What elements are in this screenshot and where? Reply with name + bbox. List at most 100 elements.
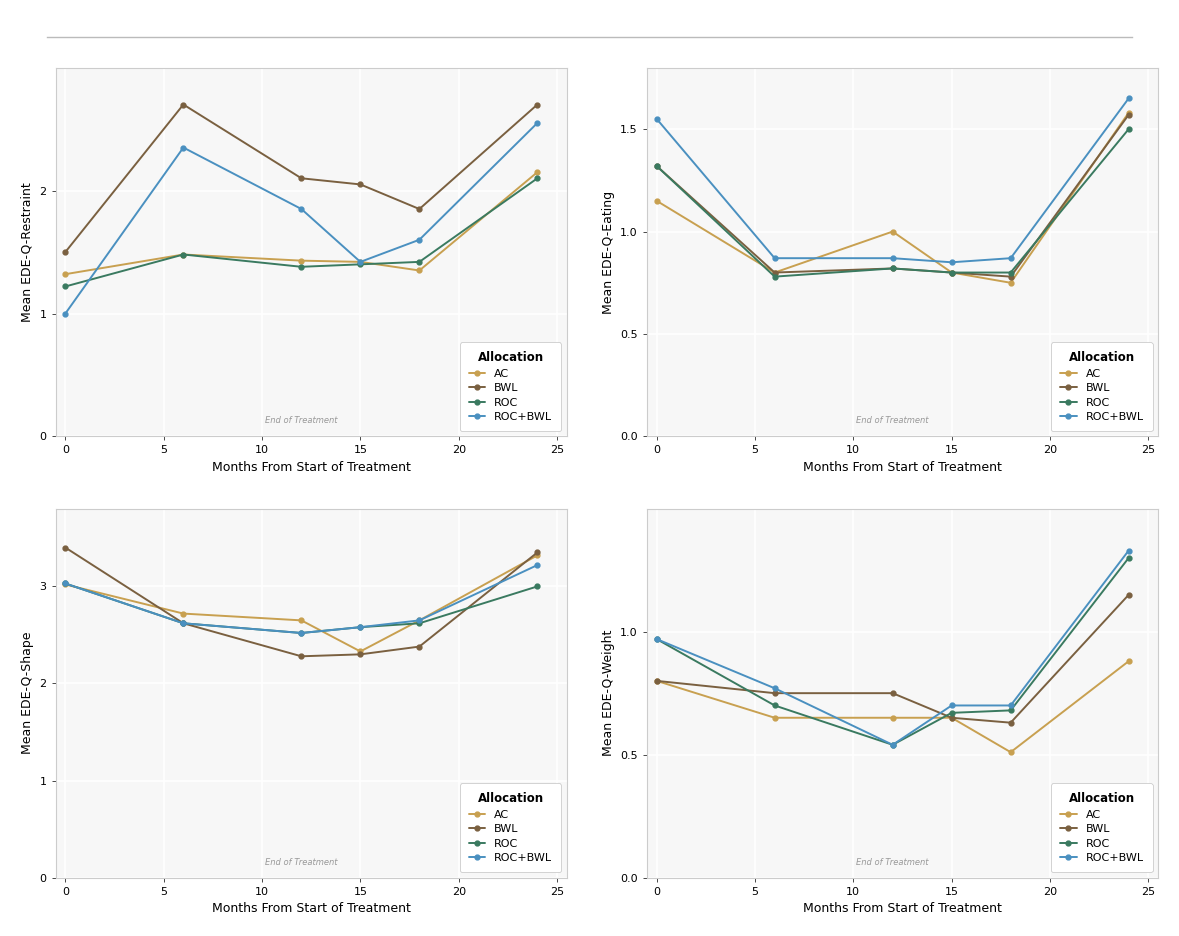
BWL: [944, 267, 959, 278]
BWL: [58, 542, 72, 553]
BWL: [413, 203, 427, 214]
AC: [768, 712, 782, 724]
ROC: [944, 708, 959, 719]
AC: [295, 255, 309, 266]
AC: [177, 249, 191, 260]
Line: ROC+BWL: ROC+BWL: [62, 563, 540, 636]
ROC: [650, 634, 664, 645]
AC: [531, 549, 545, 561]
AC: [354, 646, 368, 657]
Text: End of Treatment: End of Treatment: [265, 417, 337, 425]
BWL: [295, 651, 309, 662]
ROC: [177, 249, 191, 260]
ROC: [1003, 705, 1017, 716]
Line: BWL: BWL: [62, 545, 540, 659]
X-axis label: Months From Start of Treatment: Months From Start of Treatment: [212, 461, 410, 474]
BWL: [768, 688, 782, 699]
ROC: [768, 271, 782, 283]
X-axis label: Months From Start of Treatment: Months From Start of Treatment: [803, 461, 1002, 474]
Line: ROC: ROC: [654, 555, 1131, 747]
ROC: [944, 267, 959, 278]
AC: [1003, 747, 1017, 758]
AC: [295, 615, 309, 626]
AC: [885, 226, 900, 237]
AC: [1121, 107, 1135, 118]
ROC: [58, 281, 72, 292]
Line: BWL: BWL: [62, 102, 540, 255]
BWL: [650, 675, 664, 686]
Line: ROC: ROC: [654, 126, 1131, 279]
Line: ROC+BWL: ROC+BWL: [62, 121, 540, 316]
Legend: AC, BWL, ROC, ROC+BWL: AC, BWL, ROC, ROC+BWL: [1052, 783, 1153, 872]
Legend: AC, BWL, ROC, ROC+BWL: AC, BWL, ROC, ROC+BWL: [1052, 343, 1153, 431]
ROC+BWL: [354, 622, 368, 633]
BWL: [1121, 110, 1135, 121]
ROC: [650, 160, 664, 171]
BWL: [1003, 271, 1017, 283]
ROC: [58, 578, 72, 589]
ROC+BWL: [1003, 253, 1017, 264]
ROC+BWL: [768, 682, 782, 694]
ROC+BWL: [531, 560, 545, 571]
AC: [768, 267, 782, 278]
ROC: [1121, 124, 1135, 135]
X-axis label: Months From Start of Treatment: Months From Start of Treatment: [803, 902, 1002, 915]
ROC+BWL: [944, 256, 959, 268]
ROC+BWL: [885, 253, 900, 264]
ROC+BWL: [1003, 700, 1017, 711]
ROC+BWL: [650, 634, 664, 645]
Line: AC: AC: [654, 659, 1131, 754]
BWL: [58, 246, 72, 257]
BWL: [1003, 717, 1017, 728]
ROC+BWL: [58, 308, 72, 319]
BWL: [413, 641, 427, 652]
BWL: [177, 99, 191, 110]
Line: ROC: ROC: [62, 581, 540, 636]
AC: [531, 167, 545, 178]
Text: End of Treatment: End of Treatment: [856, 857, 929, 867]
BWL: [531, 99, 545, 110]
Line: AC: AC: [62, 169, 540, 277]
ROC+BWL: [413, 234, 427, 245]
BWL: [768, 267, 782, 278]
AC: [1121, 655, 1135, 666]
Text: End of Treatment: End of Treatment: [265, 857, 337, 867]
ROC: [531, 581, 545, 592]
BWL: [295, 172, 309, 183]
ROC+BWL: [650, 113, 664, 124]
ROC: [295, 261, 309, 272]
BWL: [177, 618, 191, 629]
Y-axis label: Mean EDE-Q-Restraint: Mean EDE-Q-Restraint: [21, 183, 34, 322]
Text: End of Treatment: End of Treatment: [856, 417, 929, 425]
BWL: [1121, 589, 1135, 600]
Legend: AC, BWL, ROC, ROC+BWL: AC, BWL, ROC, ROC+BWL: [460, 783, 561, 872]
BWL: [885, 263, 900, 274]
Line: ROC+BWL: ROC+BWL: [654, 95, 1131, 265]
Line: AC: AC: [62, 553, 540, 654]
X-axis label: Months From Start of Treatment: Months From Start of Treatment: [212, 902, 410, 915]
ROC+BWL: [944, 700, 959, 711]
AC: [177, 608, 191, 620]
ROC: [768, 700, 782, 711]
AC: [944, 267, 959, 278]
Line: ROC+BWL: ROC+BWL: [654, 548, 1131, 747]
ROC+BWL: [295, 203, 309, 214]
Line: ROC: ROC: [62, 176, 540, 289]
Y-axis label: Mean EDE-Q-Eating: Mean EDE-Q-Eating: [601, 191, 614, 314]
Y-axis label: Mean EDE-Q-Weight: Mean EDE-Q-Weight: [601, 630, 614, 756]
AC: [413, 615, 427, 626]
ROC+BWL: [177, 142, 191, 154]
ROC: [531, 172, 545, 183]
AC: [944, 712, 959, 724]
ROC: [354, 258, 368, 270]
ROC: [413, 256, 427, 268]
BWL: [531, 547, 545, 558]
AC: [885, 712, 900, 724]
BWL: [885, 688, 900, 699]
Legend: AC, BWL, ROC, ROC+BWL: AC, BWL, ROC, ROC+BWL: [460, 343, 561, 431]
AC: [1003, 277, 1017, 288]
ROC+BWL: [531, 117, 545, 128]
Line: AC: AC: [654, 110, 1131, 285]
ROC+BWL: [58, 578, 72, 589]
AC: [650, 196, 664, 207]
